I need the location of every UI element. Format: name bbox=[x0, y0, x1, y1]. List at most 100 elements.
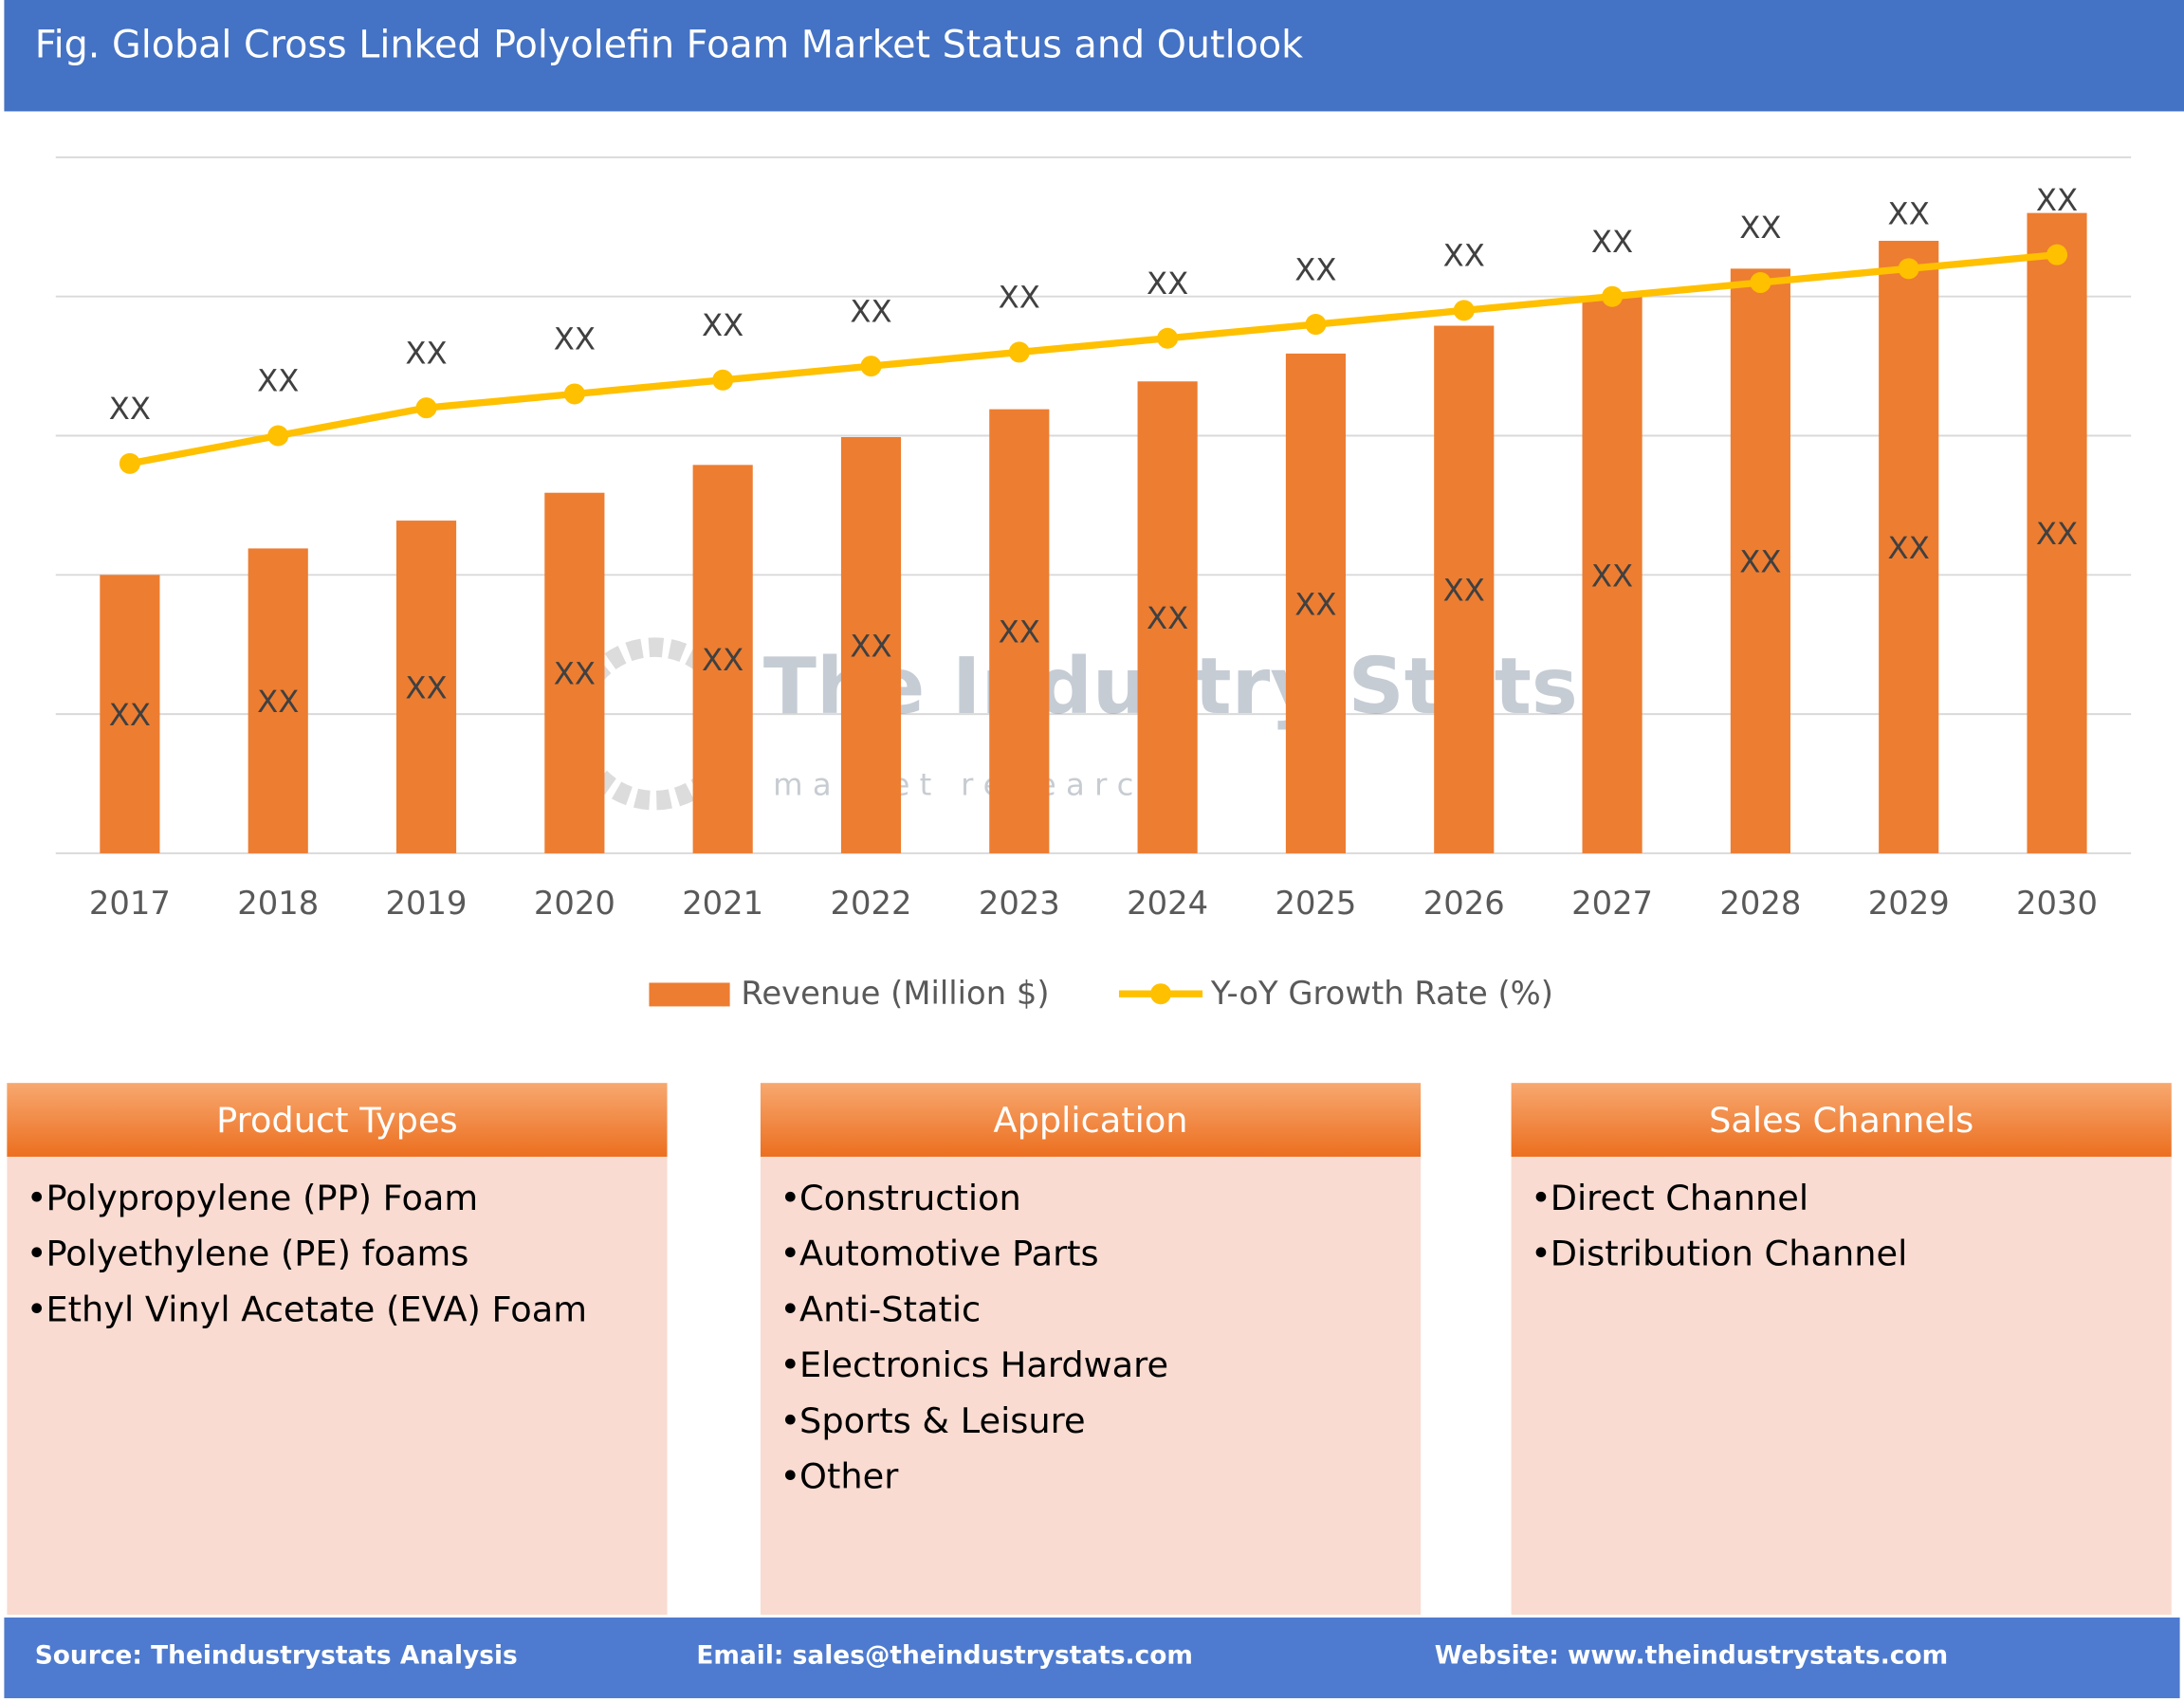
bar-value-label: XX bbox=[2036, 516, 2078, 552]
footer-bar bbox=[4, 1617, 2180, 1699]
line-value-label: XX bbox=[1888, 196, 1930, 232]
line-value-label: XX bbox=[257, 363, 299, 399]
x-tick-label: 2028 bbox=[1719, 885, 1801, 922]
x-tick-label: 2029 bbox=[1868, 885, 1950, 922]
panel-item: Electronics Hardware bbox=[799, 1344, 1168, 1385]
growth-point bbox=[1453, 300, 1475, 321]
bar-value-label: XX bbox=[850, 628, 891, 664]
bullet: • bbox=[780, 1400, 801, 1441]
line-value-label: XX bbox=[850, 293, 891, 329]
bar bbox=[395, 521, 457, 853]
header-title: Fig. Global Cross Linked Polyolefin Foam… bbox=[35, 23, 1303, 66]
panels: Product Types•Polypropylene (PP) Foam•Po… bbox=[7, 1083, 2172, 1615]
panel-title: Product Types bbox=[216, 1100, 458, 1141]
growth-point bbox=[1602, 285, 1624, 307]
bullet: • bbox=[1531, 1178, 1551, 1218]
line-value-label: XX bbox=[1443, 238, 1485, 274]
panel-item: Polypropylene (PP) Foam bbox=[46, 1178, 478, 1218]
bar bbox=[2027, 212, 2087, 853]
panel-item: Ethyl Vinyl Acetate (EVA) Foam bbox=[46, 1289, 587, 1329]
panel-header bbox=[7, 1083, 668, 1157]
growth-point bbox=[267, 425, 289, 447]
legend-label: Revenue (Million $) bbox=[741, 975, 1049, 1012]
bar bbox=[989, 409, 1050, 853]
bar bbox=[248, 548, 308, 853]
bullet: • bbox=[780, 1178, 801, 1218]
growth-line bbox=[129, 251, 2058, 467]
growth-point bbox=[1008, 341, 1030, 363]
chart: The Industry Statsm a r k e t r e s e a … bbox=[55, 155, 2132, 1012]
bar bbox=[840, 436, 902, 853]
bar-value-label: XX bbox=[1739, 544, 1781, 580]
bar-value-label: XX bbox=[1888, 530, 1930, 566]
growth-point bbox=[415, 397, 437, 419]
bullet: • bbox=[780, 1344, 801, 1385]
bar-value-label: XX bbox=[999, 614, 1040, 650]
panel-item: Automotive Parts bbox=[799, 1234, 1099, 1274]
bullet: • bbox=[780, 1234, 801, 1274]
bar bbox=[544, 492, 605, 853]
growth-point bbox=[2046, 244, 2068, 265]
x-tick-label: 2017 bbox=[89, 885, 171, 922]
bar bbox=[1582, 296, 1643, 853]
bar-value-label: XX bbox=[257, 684, 299, 720]
footer-source: Source: Theindustrystats Analysis bbox=[35, 1641, 518, 1671]
bar bbox=[692, 465, 753, 853]
growth-point bbox=[119, 452, 140, 474]
footer-email: Email: sales@theindustrystats.com bbox=[696, 1641, 1193, 1671]
panel-item: Distribution Channel bbox=[1551, 1234, 1908, 1274]
bar-value-label: XX bbox=[1591, 558, 1633, 594]
growth-point bbox=[712, 369, 734, 391]
panel-title: Application bbox=[993, 1100, 1187, 1141]
header-bar bbox=[4, 0, 2184, 112]
growth-point bbox=[1750, 272, 1771, 294]
line-value-label: XX bbox=[1739, 210, 1781, 246]
line-value-label: XX bbox=[1294, 251, 1336, 287]
x-tick-label: 2024 bbox=[1127, 885, 1208, 922]
line-value-label: XX bbox=[405, 335, 447, 371]
panel-body bbox=[1511, 1156, 2172, 1615]
panel-item: Sports & Leisure bbox=[799, 1400, 1086, 1441]
footer-website: Website: www.theindustrystats.com bbox=[1435, 1641, 1948, 1671]
bullet: • bbox=[27, 1289, 47, 1329]
bar bbox=[1285, 353, 1347, 853]
bar-value-label: XX bbox=[1147, 600, 1188, 636]
line-value-label: XX bbox=[1147, 265, 1188, 302]
bar bbox=[1434, 325, 1495, 853]
bar bbox=[1730, 268, 1790, 853]
legend-marker bbox=[1149, 983, 1172, 1005]
bar bbox=[1879, 240, 1939, 853]
line-value-label: XX bbox=[2036, 182, 2078, 218]
legend-swatch bbox=[649, 982, 730, 1007]
panel-item: Other bbox=[799, 1456, 899, 1497]
growth-point bbox=[1157, 327, 1179, 349]
x-tick-label: 2026 bbox=[1423, 885, 1505, 922]
panel-item: Construction bbox=[799, 1178, 1021, 1218]
panel-item: Polyethylene (PE) foams bbox=[46, 1234, 468, 1274]
panel-header bbox=[1511, 1083, 2172, 1157]
bar-value-label: XX bbox=[1443, 573, 1485, 609]
x-tick-label: 2018 bbox=[237, 885, 319, 922]
x-tick-label: 2021 bbox=[682, 885, 763, 922]
x-tick-label: 2019 bbox=[386, 885, 468, 922]
x-tick-label: 2027 bbox=[1571, 885, 1653, 922]
growth-point bbox=[860, 356, 882, 377]
line-value-label: XX bbox=[109, 391, 151, 427]
bar-value-label: XX bbox=[702, 642, 743, 678]
bullet: • bbox=[27, 1234, 47, 1274]
growth-point bbox=[1898, 258, 1919, 280]
bullet: • bbox=[1531, 1234, 1551, 1274]
growth-point bbox=[563, 383, 585, 405]
line-value-label: XX bbox=[554, 321, 596, 357]
panel-title: Sales Channels bbox=[1709, 1100, 1973, 1141]
bar-value-label: XX bbox=[405, 669, 447, 705]
x-tick-label: 2020 bbox=[534, 885, 615, 922]
x-tick-label: 2025 bbox=[1275, 885, 1356, 922]
line-value-label: XX bbox=[702, 307, 743, 343]
x-tick-label: 2022 bbox=[831, 885, 912, 922]
panel-header bbox=[760, 1083, 1422, 1157]
bar bbox=[1137, 381, 1198, 853]
bar-value-label: XX bbox=[109, 697, 151, 733]
panel-item: Direct Channel bbox=[1551, 1178, 1808, 1218]
